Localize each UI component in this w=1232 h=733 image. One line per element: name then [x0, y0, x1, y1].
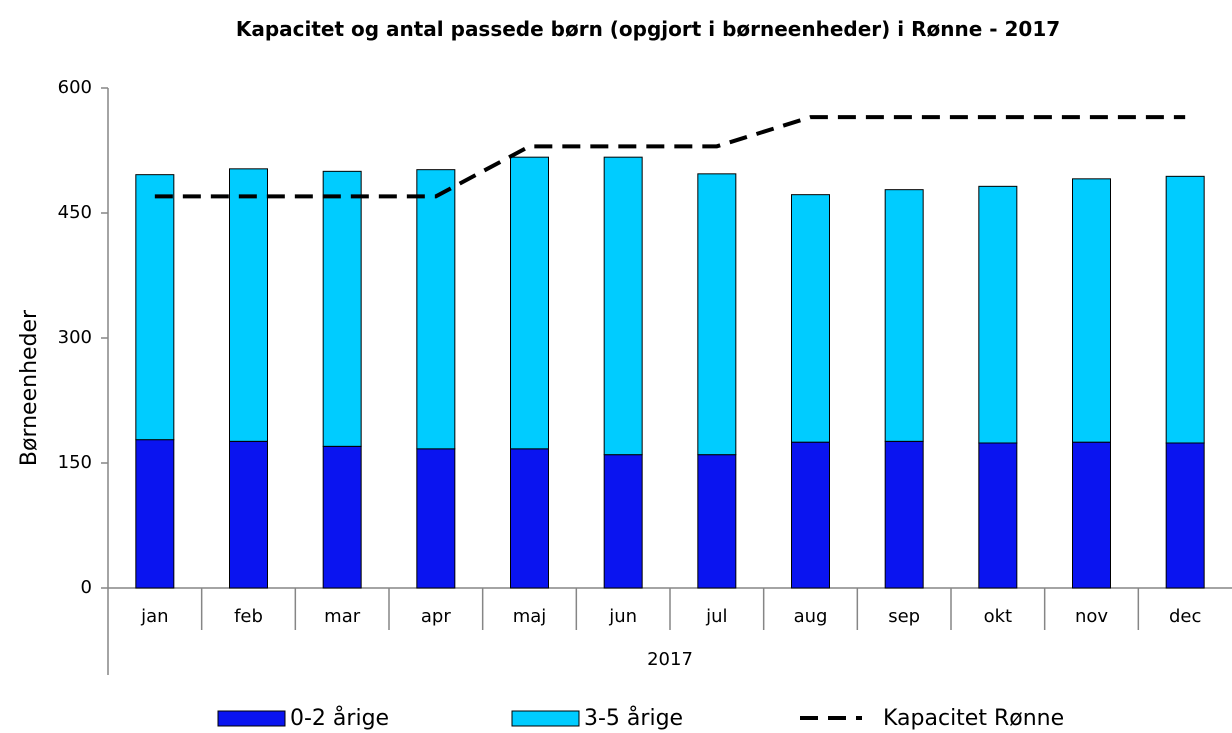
x-tick-label: dec [1169, 606, 1201, 627]
legend-swatch [511, 710, 580, 727]
bar [135, 174, 175, 441]
x-tick-label: aug [794, 606, 828, 627]
x-tick-label: jun [608, 606, 637, 627]
bar [791, 441, 830, 589]
bar [229, 440, 268, 589]
line [154, 115, 1186, 199]
bar [322, 445, 362, 589]
legend-label: 3-5 årige [584, 705, 683, 731]
x-tick-label: apr [421, 606, 451, 627]
y-tick-label: 300 [58, 327, 92, 348]
bar [135, 439, 175, 589]
x-group-label: 2017 [647, 649, 693, 670]
bar [697, 173, 737, 456]
bar [416, 169, 456, 450]
bar [603, 156, 643, 456]
x-tick-label: mar [324, 606, 361, 627]
x-tick-label: feb [234, 606, 263, 627]
x-tick-label: sep [888, 606, 920, 627]
bar [1165, 175, 1205, 444]
bar [978, 442, 1018, 589]
x-tick-label: okt [984, 606, 1013, 627]
legend-swatch [217, 710, 286, 727]
bar [510, 156, 549, 450]
bar [884, 189, 924, 442]
bar [884, 440, 924, 589]
x-tick-label: jul [705, 606, 727, 627]
bar [1072, 178, 1111, 443]
legend-label: 0-2 årige [290, 705, 389, 731]
y-tick-label: 0 [81, 577, 92, 598]
bar [697, 454, 737, 589]
legend-label: Kapacitet Rønne [883, 706, 1064, 731]
y-tick-label: 450 [58, 202, 92, 223]
bar [978, 185, 1018, 444]
bar [791, 194, 830, 443]
y-tick-label: 600 [58, 77, 92, 98]
x-tick-label: maj [513, 606, 547, 627]
y-axis-title: Børneenheder [17, 309, 42, 466]
bar [510, 448, 549, 589]
bar [603, 454, 643, 589]
bar [1072, 441, 1111, 589]
bar [416, 448, 456, 589]
bar [229, 168, 268, 442]
bar [322, 170, 362, 447]
y-tick-label: 150 [58, 452, 92, 473]
x-tick-label: nov [1075, 606, 1108, 627]
x-tick-label: jan [140, 606, 168, 627]
bar [1165, 442, 1205, 589]
chart-title: Kapacitet og antal passede børn (opgjort… [235, 17, 1061, 41]
